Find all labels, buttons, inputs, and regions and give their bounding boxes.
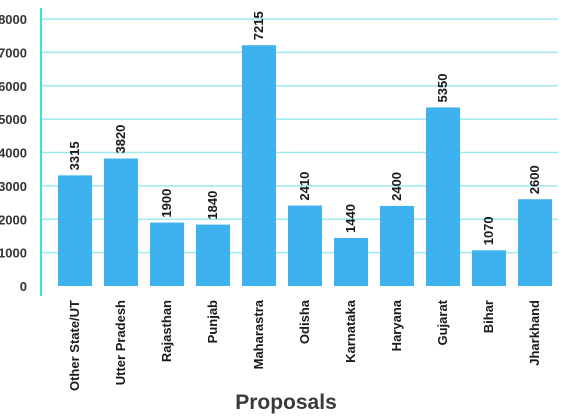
y-tick-label: 1000: [0, 246, 27, 261]
y-tick-label: 6000: [0, 79, 27, 94]
category-label: Punjab: [205, 300, 220, 343]
data-label: 2600: [527, 165, 542, 194]
category-label: Utter Pradesh: [113, 300, 128, 385]
y-tick-label: 4000: [0, 146, 27, 161]
bar: [104, 158, 138, 286]
category-label: Haryana: [389, 299, 404, 351]
category-label: Odisha: [297, 299, 312, 344]
data-label: 5350: [435, 74, 450, 103]
data-label: 3820: [113, 125, 128, 154]
data-label: 3315: [67, 141, 82, 170]
data-label: 2400: [389, 172, 404, 201]
category-label: Bihar: [481, 300, 496, 333]
data-label: 1900: [159, 189, 174, 218]
category-label: Karnataka: [343, 299, 358, 363]
y-tick-label: 3000: [0, 179, 27, 194]
data-label: 1840: [205, 191, 220, 220]
y-tick-label: 5000: [0, 112, 27, 127]
bar: [288, 205, 322, 286]
y-tick-label: 0: [20, 279, 27, 294]
bar: [196, 224, 230, 286]
y-axis-ticks: 0 1000 2000 3000 4000 5000 6000 7000 8000: [0, 12, 27, 294]
data-label: 1070: [481, 216, 496, 245]
data-label: 1440: [343, 204, 358, 233]
bar: [380, 205, 414, 286]
category-labels: Other State/UT Utter Pradesh Rajasthan Punj…: [67, 299, 542, 391]
x-axis-title: Proposals: [235, 391, 337, 414]
category-label: Rajasthan: [159, 300, 174, 362]
data-label: 7215: [251, 11, 266, 40]
bar: [426, 107, 460, 286]
y-tick-label: 7000: [0, 45, 27, 60]
bar: [150, 222, 184, 286]
bar: [58, 175, 92, 286]
bar: [242, 45, 276, 287]
bar: [472, 250, 506, 286]
bar: [518, 199, 552, 286]
category-label: Maharastra: [251, 299, 266, 369]
category-label: Jharkhand: [527, 300, 542, 366]
y-tick-label: 2000: [0, 212, 27, 227]
category-label: Other State/UT: [67, 300, 82, 391]
data-label: 2410: [297, 172, 312, 201]
y-tick-label: 8000: [0, 12, 27, 27]
category-label: Gujarat: [435, 299, 450, 345]
data-labels: 3315 3820 1900 1840 7215 2410 1440 2400 5350 1070…: [67, 11, 542, 245]
bar: [334, 237, 368, 286]
bars: [58, 45, 552, 287]
